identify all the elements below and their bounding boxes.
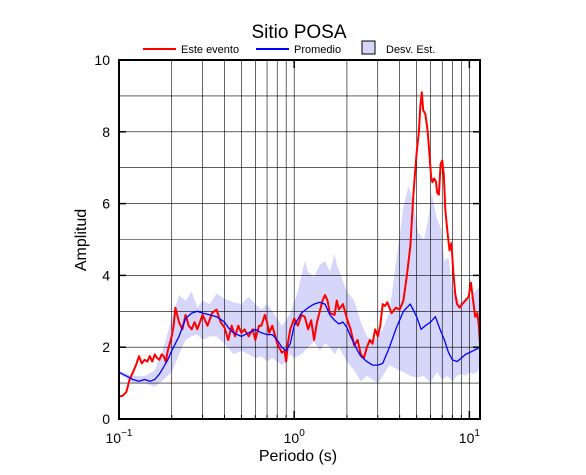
y-tick-label: 10 [94,52,110,68]
y-tick-label: 8 [102,124,110,140]
x-tick-label: 100 [284,428,306,446]
plot-frame [118,59,481,420]
legend-label-este-evento: Este evento [181,44,239,56]
legend: Este evento Promedio Desv. Est. [143,40,435,56]
std-dev-band [119,185,480,387]
y-tick-label: 0 [102,411,110,427]
y-axis-label: Amplitud [73,209,90,271]
x-axis-label: Periodo (s) [259,448,337,465]
plot-area: 0 2 4 6 8 10 10−1 100 101 [94,52,481,446]
legend-swatch-desv-est [361,40,376,55]
y-tick-label: 4 [102,267,110,283]
legend-label-promedio: Promedio [294,44,341,56]
series-line-este-evento [118,91,481,398]
x-tick-label: 10−1 [106,428,133,446]
legend-label-desv-est: Desv. Est. [386,44,435,56]
x-tick-label: 101 [459,428,481,446]
series-line-promedio [118,301,481,382]
y-tick-label: 2 [102,339,110,355]
chart-title: Sitio POSA [251,22,346,43]
y-tick-label: 6 [102,196,110,212]
